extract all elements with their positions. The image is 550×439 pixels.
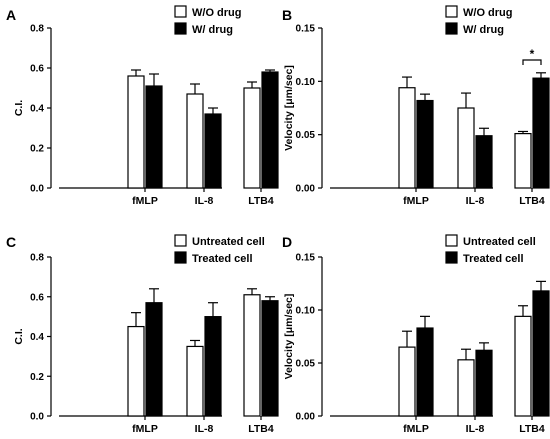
category-label: fMLP <box>132 423 158 435</box>
y-tick-label: 0.8 <box>30 24 44 35</box>
category-label: fMLP <box>132 195 158 207</box>
bar-series-2 <box>145 302 163 417</box>
significance-marker: * <box>530 47 535 61</box>
legend-label: Untreated cell <box>463 236 536 248</box>
category-label: IL-8 <box>466 195 485 207</box>
legend-label: W/O drug <box>192 7 242 19</box>
y-axis-title: Velocity [μm/sec] <box>283 294 295 380</box>
bar-series-2 <box>416 99 434 189</box>
legend-label: W/O drug <box>463 7 513 19</box>
bar-series-1 <box>186 93 204 189</box>
category-label: LTB4 <box>248 423 274 435</box>
bar-series-1 <box>514 315 532 417</box>
bar-series-1 <box>243 294 261 417</box>
category-label: IL-8 <box>195 195 214 207</box>
category-label: LTB4 <box>248 195 274 207</box>
legend-label: Treated cell <box>192 253 253 265</box>
panel-label: C <box>6 234 16 250</box>
bar-series-2 <box>145 85 163 189</box>
legend-label: Untreated cell <box>192 236 265 248</box>
legend-swatch <box>174 22 187 35</box>
y-tick-label: 0.4 <box>30 104 44 115</box>
category-label: fMLP <box>403 195 429 207</box>
bar-series-1 <box>457 107 475 189</box>
bar-series-2 <box>416 327 434 417</box>
y-axis-title: Velocity [μm/sec] <box>283 65 295 151</box>
category-label: LTB4 <box>519 195 545 207</box>
bar-series-1 <box>398 87 416 189</box>
legend-swatch <box>445 234 458 247</box>
bar-series-1 <box>398 346 416 417</box>
y-tick-label: 0.15 <box>296 24 316 35</box>
bar-series-2 <box>204 113 222 189</box>
panel-label: A <box>6 7 16 23</box>
bar-series-1 <box>514 133 532 189</box>
y-axis-title: C.I. <box>13 100 25 116</box>
bar-series-2 <box>204 316 222 417</box>
bar-series-2 <box>532 290 550 417</box>
legend-swatch <box>445 251 458 264</box>
bar-series-1 <box>243 87 261 189</box>
y-tick-label: 0.05 <box>296 359 316 370</box>
bar-series-2 <box>475 349 493 417</box>
legend-label: W/ drug <box>192 24 233 36</box>
y-tick-label: 0.8 <box>30 253 44 264</box>
bar-series-2 <box>532 77 550 189</box>
y-tick-label: 0.2 <box>30 372 44 383</box>
legend-label: W/ drug <box>463 24 504 36</box>
legend-swatch <box>174 5 187 18</box>
legend-swatch <box>174 234 187 247</box>
y-tick-label: 0.4 <box>30 332 44 343</box>
bar-series-1 <box>186 345 204 417</box>
y-tick-label: 0.10 <box>296 77 316 88</box>
y-tick-label: 0.6 <box>30 64 44 75</box>
y-axis-title: C.I. <box>13 328 25 344</box>
bar-series-2 <box>261 300 279 417</box>
bar-series-2 <box>475 135 493 189</box>
y-tick-label: 0.0 <box>30 184 44 195</box>
bar-series-2 <box>261 71 279 189</box>
category-label: IL-8 <box>466 423 485 435</box>
legend-label: Treated cell <box>463 253 524 265</box>
category-label: LTB4 <box>519 423 545 435</box>
legend-swatch <box>445 22 458 35</box>
significance-bracket <box>522 59 542 65</box>
y-tick-label: 0.00 <box>296 412 316 423</box>
panel-label: B <box>282 7 292 23</box>
legend-swatch <box>445 5 458 18</box>
y-tick-label: 0.2 <box>30 144 44 155</box>
panel-label: D <box>282 234 292 250</box>
y-tick-label: 0.15 <box>296 253 316 264</box>
category-label: fMLP <box>403 423 429 435</box>
y-tick-label: 0.6 <box>30 292 44 303</box>
bar-series-1 <box>457 359 475 417</box>
category-label: IL-8 <box>195 423 214 435</box>
y-tick-label: 0.00 <box>296 184 316 195</box>
bar-series-1 <box>127 75 145 189</box>
y-tick-label: 0.10 <box>296 306 316 317</box>
y-tick-label: 0.05 <box>296 130 316 141</box>
bar-series-1 <box>127 325 145 417</box>
y-tick-label: 0.0 <box>30 412 44 423</box>
legend-swatch <box>174 251 187 264</box>
